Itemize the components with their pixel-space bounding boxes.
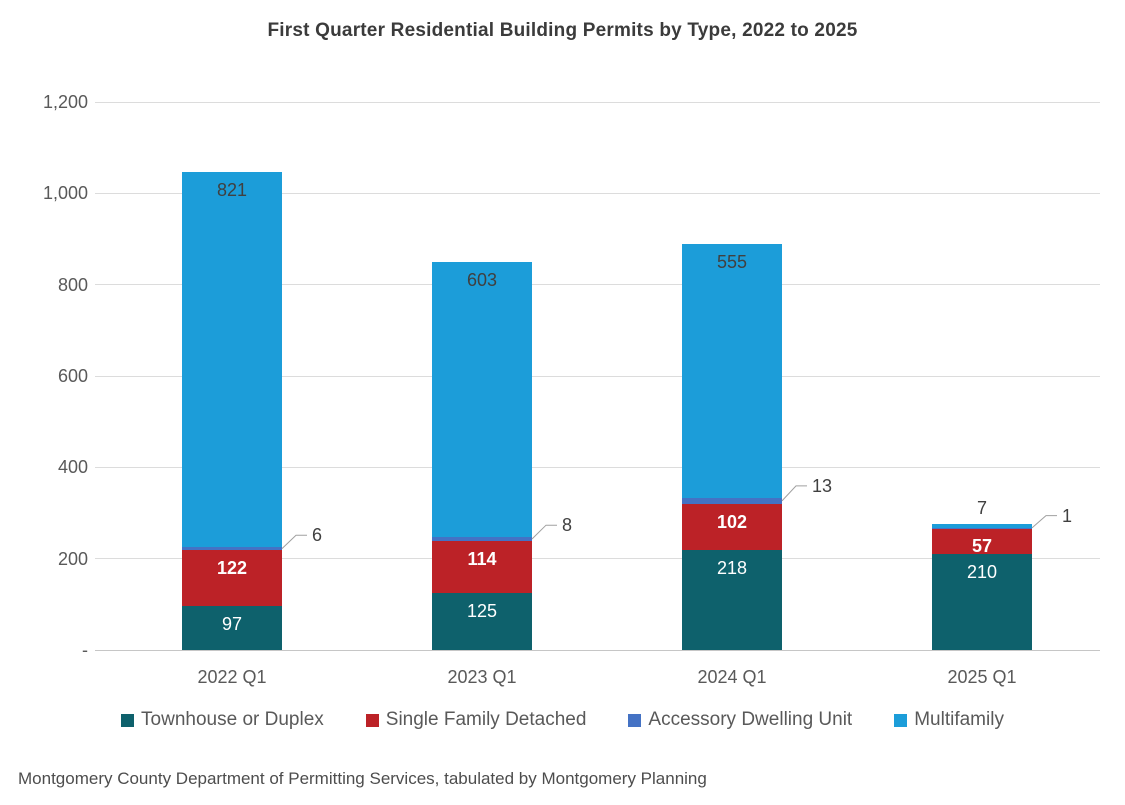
x-axis-category-label: 2023 Q1 xyxy=(447,667,517,687)
bar-segment-accessory-dwelling-unit xyxy=(182,547,282,550)
bar-segment-accessory-dwelling-unit xyxy=(432,537,532,541)
bar-segment-single-family-detached xyxy=(932,528,1032,555)
callout-data-label: 6 xyxy=(312,525,323,546)
bar-data-label: 555 xyxy=(716,252,748,273)
x-axis-category-label: 2022 Q1 xyxy=(197,667,267,687)
legend-label: Accessory Dwelling Unit xyxy=(648,709,853,730)
bar-segment-multifamily xyxy=(182,172,282,548)
bar-data-label: 114 xyxy=(467,548,497,569)
bar-segment-multifamily xyxy=(932,524,1032,528)
bar-segment-multifamily xyxy=(682,244,782,498)
legend-item-single-family-detached: Single Family Detached xyxy=(365,709,587,731)
legend-label: Multifamily xyxy=(914,709,1004,730)
bar-data-label: 218 xyxy=(716,558,748,579)
bar-data-label: 57 xyxy=(971,536,993,557)
bar-segment-townhouse-or-duplex xyxy=(182,605,282,650)
bar-segment-accessory-dwelling-unit xyxy=(682,497,782,504)
y-axis-tick-label: 1,200 xyxy=(42,92,88,112)
gridline xyxy=(95,466,1100,468)
bar-data-label: 821 xyxy=(216,180,248,201)
bar-data-label: 603 xyxy=(466,269,498,290)
bar-data-label: 102 xyxy=(716,511,748,532)
gridline xyxy=(95,375,1100,377)
x-axis-line xyxy=(95,649,1100,651)
gridline xyxy=(95,192,1100,194)
bar-data-label: 210 xyxy=(966,562,998,583)
legend-label: Townhouse or Duplex xyxy=(141,709,324,730)
legend: Townhouse or Duplex Single Family Detache… xyxy=(0,709,1125,731)
y-axis-tick-label: - xyxy=(82,640,88,660)
legend-swatch-icon xyxy=(628,713,642,727)
legend-label: Single Family Detached xyxy=(385,709,587,730)
bar-data-label-outside: 7 xyxy=(976,498,987,519)
bar-segment-single-family-detached xyxy=(182,549,282,606)
legend-item-townhouse-or-duplex: Townhouse or Duplex xyxy=(121,709,324,731)
gridline xyxy=(95,284,1100,286)
gridline xyxy=(95,101,1100,103)
legend-swatch-icon xyxy=(894,713,908,727)
chart-title: First Quarter Residential Building Permi… xyxy=(267,20,858,41)
source-note: Montgomery County Department of Permitti… xyxy=(18,769,707,788)
y-axis-tick-label: 200 xyxy=(57,548,88,569)
bar-segment-single-family-detached xyxy=(682,503,782,551)
bar-segment-townhouse-or-duplex xyxy=(932,554,1032,650)
bar-data-label: 97 xyxy=(221,613,243,634)
bar-segment-townhouse-or-duplex xyxy=(432,592,532,650)
legend-item-multifamily: Multifamily xyxy=(894,709,1004,731)
bar-segment-townhouse-or-duplex xyxy=(682,550,782,650)
legend-swatch-icon xyxy=(121,713,135,727)
legend-swatch-icon xyxy=(365,713,379,727)
y-axis-tick-label: 600 xyxy=(57,366,88,386)
bar-data-label: 122 xyxy=(216,557,248,578)
y-axis-tick-label: 800 xyxy=(57,274,88,295)
callout-data-label: 8 xyxy=(562,515,573,536)
bar-segment-single-family-detached xyxy=(432,540,532,593)
y-axis-tick-label: 1,000 xyxy=(42,183,88,204)
callout-data-label: 13 xyxy=(812,475,833,496)
callout-data-label: 1 xyxy=(1062,505,1073,526)
gridline xyxy=(95,558,1100,560)
bar-segment-multifamily xyxy=(432,261,532,538)
legend-item-accessory-dwelling-unit: Accessory Dwelling Unit xyxy=(628,709,852,731)
bar-data-label: 125 xyxy=(466,600,498,621)
y-axis-tick-label: 400 xyxy=(57,457,88,478)
x-axis-category-label: 2024 Q1 xyxy=(697,667,767,687)
x-axis-category-label: 2025 Q1 xyxy=(947,667,1017,687)
